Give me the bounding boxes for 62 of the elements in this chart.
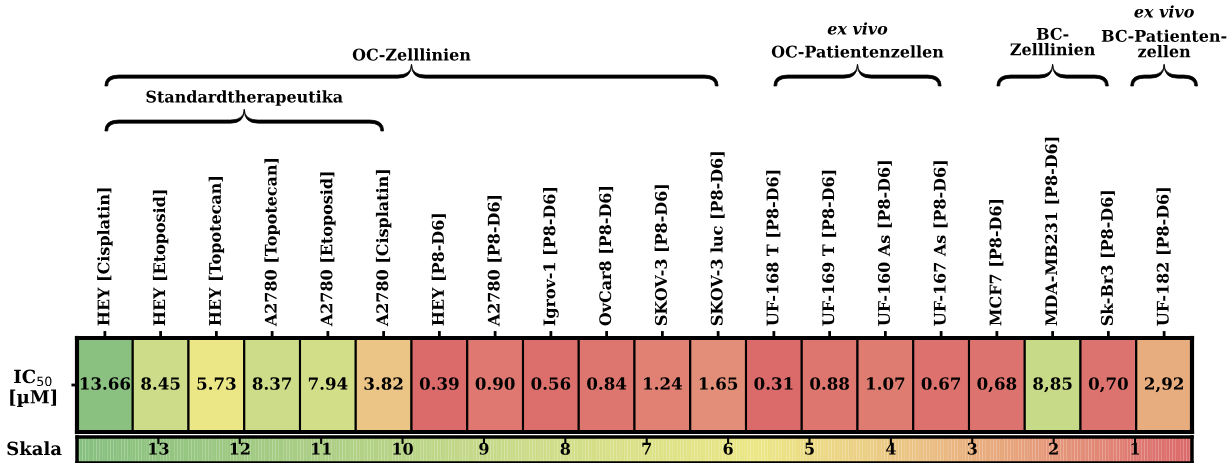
color-bar-label: 4 xyxy=(885,442,896,455)
data-label: 1.07 xyxy=(867,377,905,390)
text: Standardtherapeutika xyxy=(146,90,343,106)
x-tick-label: Sk-Br3 [P8-D6] xyxy=(1100,191,1115,326)
data-label: 0,68 xyxy=(977,377,1017,393)
color-bar-label: 5 xyxy=(805,442,814,455)
x-tick-label: A2780 [Etoposid] xyxy=(320,172,336,327)
x-tick-label: HEY [Topotecan] xyxy=(208,177,225,326)
x-tick-label: SKOV-3 [P8-D6] xyxy=(654,185,669,326)
color-bar-label: 3 xyxy=(967,442,977,455)
color-bar-title: Skala xyxy=(7,441,62,456)
data-label: 8.45 xyxy=(141,377,180,390)
x-tick-label: UF-182 [P8-D6] xyxy=(1156,188,1171,326)
x-tick-label: UF-160 As [P8-D6] xyxy=(877,161,892,326)
text: ex vivo xyxy=(1134,5,1194,18)
data-label: 7.94 xyxy=(308,377,348,390)
x-tick-label: HEY [Cisplatin] xyxy=(97,188,113,326)
data-label: 5.73 xyxy=(197,377,236,390)
x-tick-label: Igrov-1 [P8-D6] xyxy=(543,188,559,326)
x-tick-label: MDA-MB231 [P8-D6] xyxy=(1044,137,1060,326)
color-bar-label: 6 xyxy=(723,442,733,455)
color-bar-label: 11 xyxy=(312,442,331,455)
data-label: 8.37 xyxy=(252,377,292,390)
color-bar-label: 8 xyxy=(560,442,571,455)
text: OC-Patientenzellen xyxy=(771,45,944,58)
data-label: 0.90 xyxy=(475,377,515,390)
x-tick-label: HEY [P8-D6] xyxy=(431,214,446,326)
x-tick-label: OvCar8 [P8-D6] xyxy=(598,187,614,326)
x-tick-label: HEY [Etoposid] xyxy=(152,190,169,326)
data-label: 0.39 xyxy=(419,377,459,390)
text: ex vivo xyxy=(827,22,888,35)
color-bar-label: 1 xyxy=(1131,442,1139,455)
data-label: 0.56 xyxy=(531,377,571,390)
data-label: 0,70 xyxy=(1088,377,1128,393)
data-label: 0.67 xyxy=(921,377,961,390)
x-tick-label: A2780 [P8-D6] xyxy=(487,195,502,327)
y-tick-label: IC$_{50}$ [µM] xyxy=(10,369,57,408)
color-bar-label: 7 xyxy=(642,442,651,455)
text: BC-Patienten- zellen xyxy=(1101,29,1227,58)
x-tick-label: UF-167 As [P8-D6] xyxy=(933,161,948,326)
color-bar-label: 2 xyxy=(1049,442,1058,455)
data-label: 0.31 xyxy=(754,377,793,390)
data-label: 2,92 xyxy=(1144,377,1183,393)
x-tick-label: A2780 [Cisplatin] xyxy=(375,170,392,327)
data-label: 8,85 xyxy=(1033,377,1072,393)
text: BC- Zelllinien xyxy=(1010,27,1096,56)
data-label: 1.24 xyxy=(644,377,682,390)
data-label: 0.88 xyxy=(810,377,850,390)
x-tick-label: A2780 [Topotecan] xyxy=(264,158,280,327)
x-tick-label: SKOV-3 luc [P8-D6] xyxy=(710,152,725,326)
data-label: 13.66 xyxy=(80,377,131,390)
x-tick-label: UF-168 T [P8-D6] xyxy=(766,170,781,326)
color-bar-label: 12 xyxy=(230,442,250,455)
x-tick-label: UF-169 T [P8-D6] xyxy=(821,170,837,326)
color-bar-label: 9 xyxy=(479,442,489,455)
data-label: 3.82 xyxy=(364,377,403,390)
color-bar-label: 10 xyxy=(393,442,413,455)
text: OC-Zelllinien xyxy=(352,48,471,61)
color-bar-label: 13 xyxy=(149,442,169,455)
x-tick-label: MCF7 [P8-D6] xyxy=(989,199,1004,326)
data-label: 0.84 xyxy=(587,377,627,390)
data-label: 1.65 xyxy=(699,377,738,390)
